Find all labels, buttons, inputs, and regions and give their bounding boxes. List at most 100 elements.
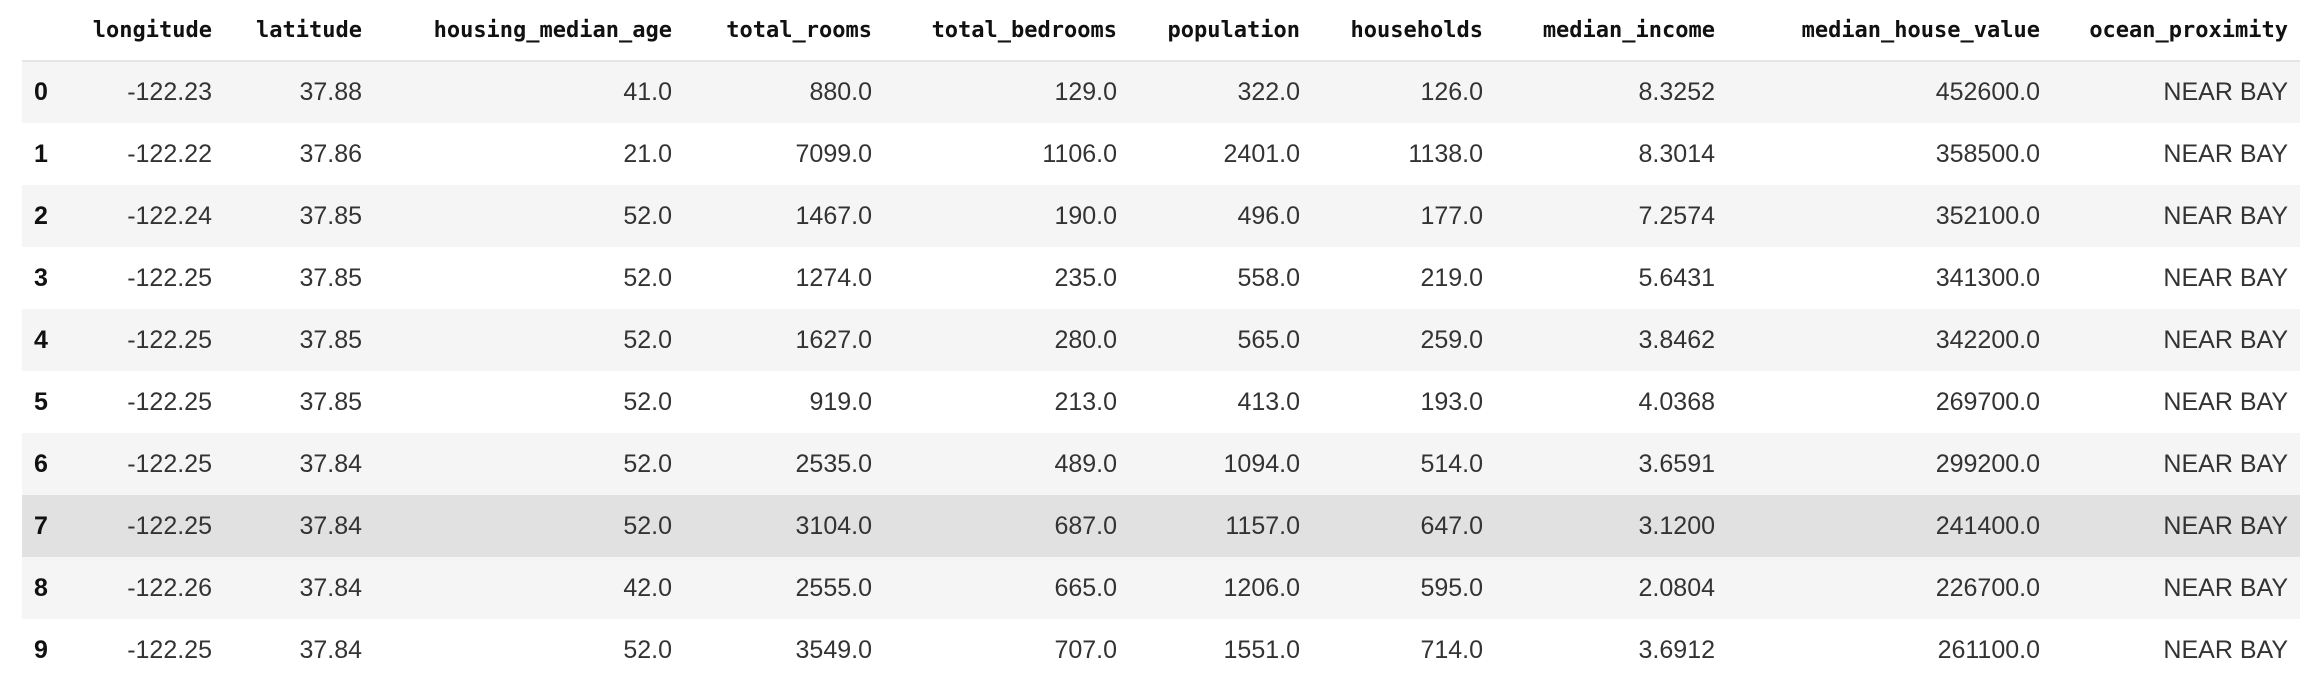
table-cell-total-rooms: 7099.0 bbox=[795, 139, 872, 168]
table-row: 7 -122.25 37.84 52.0 3104.0 687.0 1157.0 647.0 3… bbox=[22, 495, 2300, 557]
table-cell-ocean-proximity: NEAR BAY bbox=[2163, 78, 2288, 106]
table-cell-median-income: 3.6591 bbox=[1638, 449, 1715, 478]
table-cell-ocean-proximity: NEAR BAY bbox=[2163, 263, 2288, 292]
table-cell-total-bedrooms: 213.0 bbox=[1054, 387, 1117, 416]
row-index: 2 bbox=[34, 201, 48, 230]
table-cell-total-bedrooms: 687.0 bbox=[1054, 511, 1117, 540]
table-cell-ocean-proximity: NEAR BAY bbox=[2163, 387, 2288, 416]
row-index: 0 bbox=[34, 78, 48, 106]
table-cell-median-income: 3.1200 bbox=[1638, 511, 1715, 540]
dataframe-output: longitude latitude housing_median_age total… bbox=[22, 0, 2300, 681]
table-cell-longitude: -122.24 bbox=[127, 201, 212, 230]
table-cell-total-bedrooms: 129.0 bbox=[1054, 78, 1117, 106]
table-cell-median-income: 3.6912 bbox=[1638, 635, 1715, 664]
table-cell-latitude: 37.88 bbox=[299, 78, 362, 106]
table-cell-latitude: 37.84 bbox=[299, 511, 362, 540]
table-row: 5 -122.25 37.85 52.0 919.0 213.0 413.0 193.0 4.0… bbox=[22, 371, 2300, 433]
table-cell-total-rooms: 3549.0 bbox=[795, 635, 872, 664]
table-cell-population: 413.0 bbox=[1237, 387, 1300, 416]
row-index: 6 bbox=[34, 449, 48, 478]
table-cell-total-rooms: 919.0 bbox=[809, 387, 872, 416]
table-cell-housing-median-age: 52.0 bbox=[623, 263, 672, 292]
table-row: 2 -122.24 37.85 52.0 1467.0 190.0 496.0 177.0 7.… bbox=[22, 185, 2300, 247]
table-cell-latitude: 37.85 bbox=[299, 387, 362, 416]
table-cell-longitude: -122.25 bbox=[127, 449, 212, 478]
column-header: ocean_proximity bbox=[2052, 0, 2300, 62]
table-cell-longitude: -122.22 bbox=[127, 139, 212, 168]
table-cell-population: 558.0 bbox=[1237, 263, 1300, 292]
row-index: 3 bbox=[34, 263, 48, 292]
table-cell-housing-median-age: 21.0 bbox=[623, 139, 672, 168]
table-cell-median-income: 8.3252 bbox=[1638, 78, 1715, 106]
table-cell-median-income: 7.2574 bbox=[1638, 201, 1715, 230]
table-cell-ocean-proximity: NEAR BAY bbox=[2163, 325, 2288, 354]
table-row: 9 -122.25 37.84 52.0 3549.0 707.0 1551.0 714.0 3… bbox=[22, 619, 2300, 681]
table-cell-housing-median-age: 52.0 bbox=[623, 511, 672, 540]
column-header: longitude bbox=[74, 0, 224, 62]
table-cell-population: 322.0 bbox=[1237, 78, 1300, 106]
table-cell-housing-median-age: 52.0 bbox=[623, 387, 672, 416]
table-cell-latitude: 37.85 bbox=[299, 325, 362, 354]
table-cell-longitude: -122.26 bbox=[127, 573, 212, 602]
table-cell-longitude: -122.25 bbox=[127, 325, 212, 354]
table-cell-total-rooms: 2535.0 bbox=[795, 449, 872, 478]
table-cell-households: 259.0 bbox=[1420, 325, 1483, 354]
table-cell-median-house-value: 358500.0 bbox=[1935, 139, 2040, 168]
table-cell-total-bedrooms: 489.0 bbox=[1054, 449, 1117, 478]
table-cell-longitude: -122.25 bbox=[127, 387, 212, 416]
table-cell-households: 714.0 bbox=[1420, 635, 1483, 664]
table-cell-housing-median-age: 41.0 bbox=[623, 78, 672, 106]
table-cell-population: 1551.0 bbox=[1223, 635, 1300, 664]
table-cell-housing-median-age: 52.0 bbox=[623, 201, 672, 230]
table-cell-total-bedrooms: 280.0 bbox=[1054, 325, 1117, 354]
table-cell-housing-median-age: 52.0 bbox=[623, 325, 672, 354]
index-header bbox=[22, 0, 74, 62]
table-row: 6 -122.25 37.84 52.0 2535.0 489.0 1094.0 514.0 3… bbox=[22, 433, 2300, 495]
table-cell-households: 177.0 bbox=[1420, 201, 1483, 230]
table-cell-median-house-value: 452600.0 bbox=[1935, 78, 2040, 106]
table-cell-latitude: 37.86 bbox=[299, 139, 362, 168]
table-cell-households: 514.0 bbox=[1420, 449, 1483, 478]
column-header: total_bedrooms bbox=[884, 0, 1129, 62]
table-cell-median-house-value: 299200.0 bbox=[1935, 449, 2040, 478]
table-cell-median-house-value: 352100.0 bbox=[1935, 201, 2040, 230]
table-row: 4 -122.25 37.85 52.0 1627.0 280.0 565.0 259.0 3.… bbox=[22, 309, 2300, 371]
table-cell-population: 1206.0 bbox=[1223, 573, 1300, 602]
table-cell-population: 2401.0 bbox=[1223, 139, 1300, 168]
row-index: 1 bbox=[34, 139, 48, 168]
table-cell-latitude: 37.85 bbox=[299, 263, 362, 292]
table-cell-total-bedrooms: 707.0 bbox=[1054, 635, 1117, 664]
table-cell-ocean-proximity: NEAR BAY bbox=[2163, 511, 2288, 540]
table-cell-total-bedrooms: 190.0 bbox=[1054, 201, 1117, 230]
table-cell-latitude: 37.84 bbox=[299, 635, 362, 664]
table-cell-median-house-value: 342200.0 bbox=[1935, 325, 2040, 354]
header-row: longitude latitude housing_median_age total… bbox=[22, 0, 2300, 62]
table-cell-ocean-proximity: NEAR BAY bbox=[2163, 201, 2288, 230]
table-cell-median-income: 4.0368 bbox=[1638, 387, 1715, 416]
table-cell-total-bedrooms: 235.0 bbox=[1054, 263, 1117, 292]
table-cell-population: 496.0 bbox=[1237, 201, 1300, 230]
table-cell-longitude: -122.25 bbox=[127, 263, 212, 292]
table-cell-total-rooms: 1467.0 bbox=[795, 201, 872, 230]
table-cell-total-rooms: 2555.0 bbox=[795, 573, 872, 602]
table-cell-households: 1138.0 bbox=[1408, 139, 1483, 168]
table-cell-households: 193.0 bbox=[1420, 387, 1483, 416]
table-row: 3 -122.25 37.85 52.0 1274.0 235.0 558.0 219.0 5.… bbox=[22, 247, 2300, 309]
table-cell-total-rooms: 3104.0 bbox=[795, 511, 872, 540]
table-cell-population: 565.0 bbox=[1237, 325, 1300, 354]
row-index: 7 bbox=[34, 511, 48, 540]
column-header: median_house_value bbox=[1727, 0, 2052, 62]
table-cell-households: 126.0 bbox=[1420, 78, 1483, 106]
table-cell-median-income: 2.0804 bbox=[1638, 573, 1715, 602]
table-cell-households: 647.0 bbox=[1420, 511, 1483, 540]
table-cell-population: 1094.0 bbox=[1223, 449, 1300, 478]
table-cell-housing-median-age: 52.0 bbox=[623, 449, 672, 478]
table-cell-households: 595.0 bbox=[1420, 573, 1483, 602]
table-cell-median-house-value: 241400.0 bbox=[1935, 511, 2040, 540]
table-cell-longitude: -122.25 bbox=[127, 635, 212, 664]
column-header: median_income bbox=[1495, 0, 1727, 62]
table-cell-latitude: 37.84 bbox=[299, 449, 362, 478]
table-body: 0 -122.23 37.88 41.0 880.0 129.0 322.0 126.0 8.3… bbox=[22, 61, 2300, 681]
table-cell-median-income: 5.6431 bbox=[1638, 263, 1715, 292]
table-cell-longitude: -122.23 bbox=[127, 78, 212, 106]
